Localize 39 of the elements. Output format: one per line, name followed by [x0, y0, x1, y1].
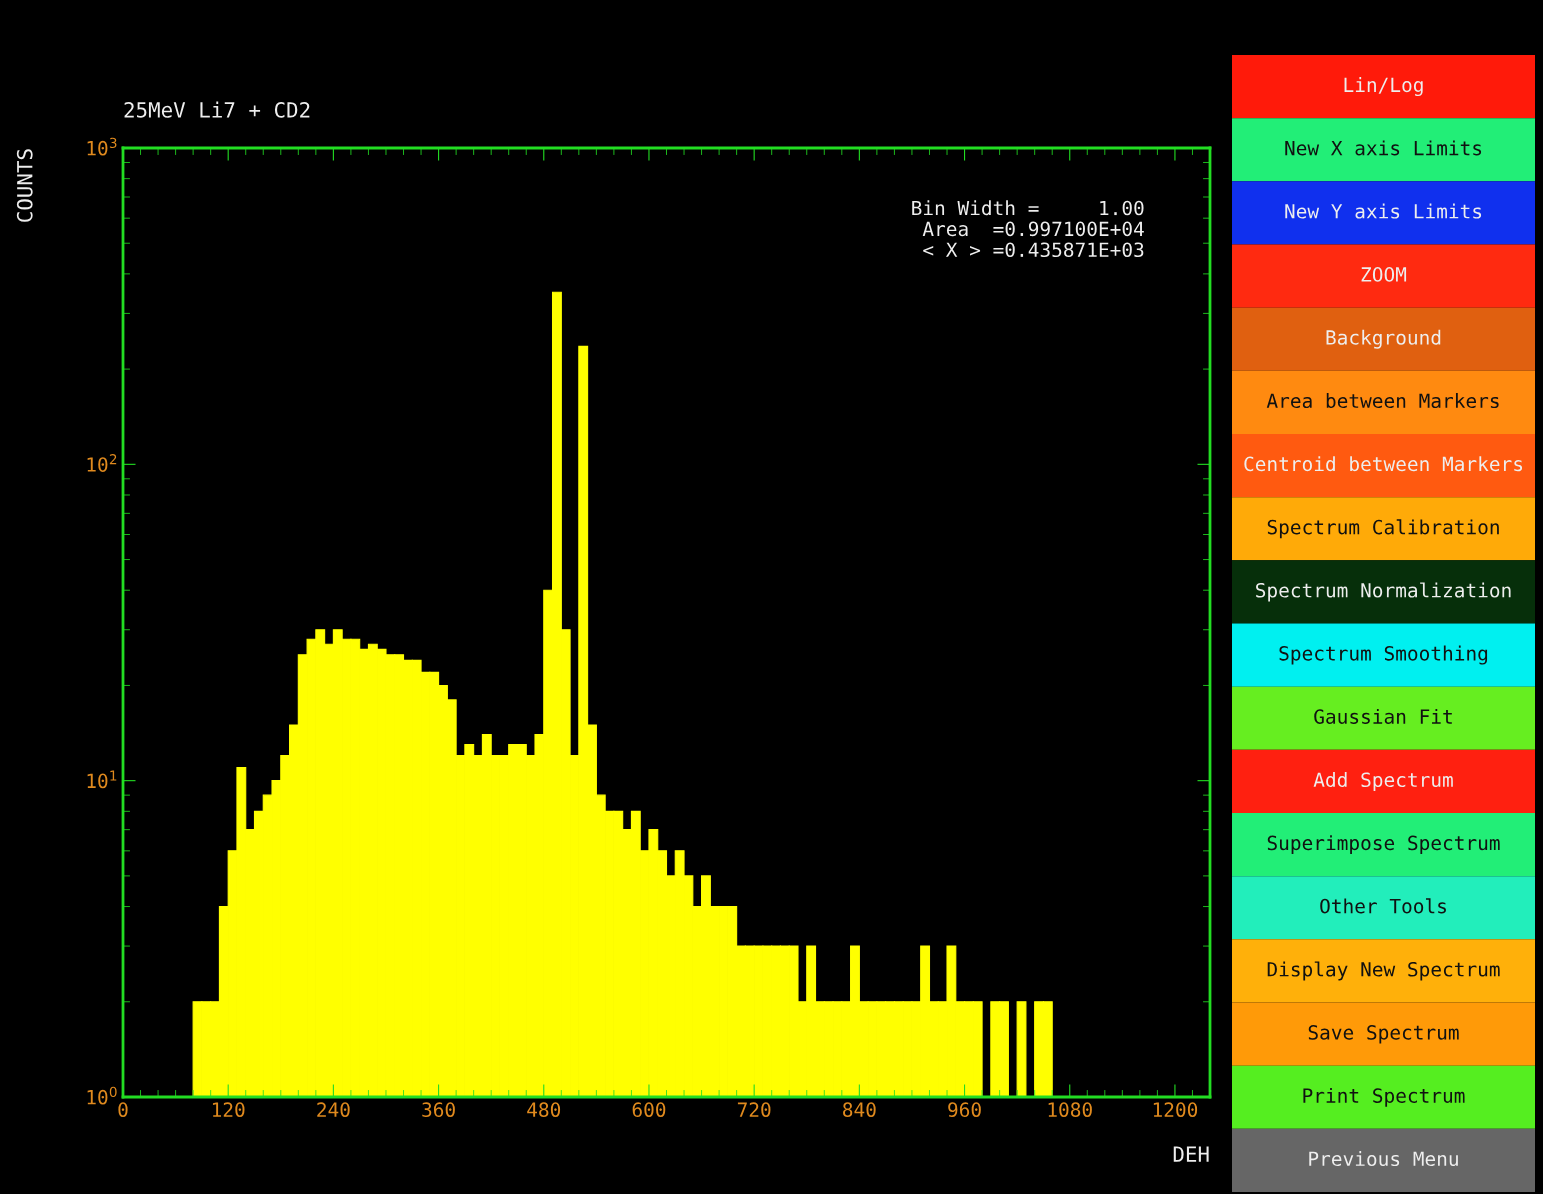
- text: Centroid between Markers: [1244, 456, 1523, 472]
- x-tick-label: 960: [948, 1102, 981, 1118]
- text: New X axis Limits: [1285, 140, 1482, 156]
- text: Spectrum Calibration: [1267, 519, 1499, 539]
- y-axis-title: COUNTS: [16, 149, 33, 222]
- y-tick-label: 10$^{1}$: [87, 770, 117, 789]
- x-axis-title: DEH: [1173, 1146, 1209, 1162]
- text: Display New Spectrum: [1267, 961, 1500, 981]
- x-tick-label: 120: [212, 1102, 245, 1118]
- annotation: Bin Width = 1.00: [912, 200, 1144, 216]
- text: Spectrum Smoothing: [1279, 645, 1488, 665]
- text: Add Spectrum: [1313, 772, 1453, 791]
- text: ZOOM: [1361, 267, 1407, 282]
- x-tick-label: 360: [422, 1102, 455, 1118]
- x-tick-label: 1080: [1048, 1102, 1092, 1118]
- text: Background: [1326, 329, 1441, 349]
- y-tick-label: 10$^{3}$: [87, 137, 117, 156]
- y-tick-label: 10$^{0}$: [87, 1086, 117, 1105]
- text: Save Spectrum: [1308, 1025, 1459, 1044]
- text: Lin/Log: [1344, 77, 1423, 97]
- text: Previous Menu: [1309, 1151, 1458, 1167]
- x-tick-label: 240: [317, 1102, 350, 1118]
- text: Print Spectrum: [1303, 1087, 1465, 1107]
- x-tick-label: 720: [737, 1102, 771, 1118]
- text: Spectrum Normalization: [1256, 582, 1511, 602]
- annotation: Area =0.997100E+04: [922, 221, 1144, 237]
- text: Area between Markers: [1266, 393, 1499, 409]
- text: Gaussian Fit: [1314, 708, 1452, 724]
- x-tick-label: 0: [118, 1102, 128, 1118]
- text: Superimpose Spectrum: [1267, 835, 1500, 855]
- x-tick-label: 480: [527, 1102, 561, 1118]
- text: Other Tools: [1320, 898, 1446, 914]
- text: New Y axis Limits: [1285, 203, 1482, 219]
- x-tick-label: 600: [632, 1102, 666, 1118]
- annotation: < X > =0.435871E+03: [923, 242, 1144, 258]
- y-tick-label: 10$^{2}$: [87, 454, 117, 472]
- chart-title: 25MeV Li7 + CD2: [124, 101, 310, 118]
- x-tick-label: 840: [843, 1102, 876, 1118]
- x-tick-label: 1200: [1153, 1102, 1198, 1118]
